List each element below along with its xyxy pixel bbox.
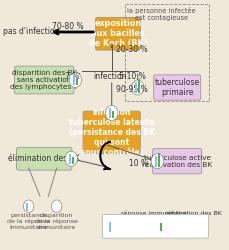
Text: tuberculose active
réactivation des BK: tuberculose active réactivation des BK — [142, 155, 212, 168]
Circle shape — [69, 72, 82, 88]
Text: réponse immunitaire: réponse immunitaire — [121, 210, 187, 216]
Text: pas d'infection: pas d'infection — [3, 28, 60, 36]
Bar — [76, 78, 78, 85]
Circle shape — [131, 80, 144, 95]
Text: infection
tuberculose latente
(persistance des BK
qui sont
sous contrôle): infection tuberculose latente (persistan… — [69, 108, 155, 157]
Bar — [109, 108, 111, 118]
Text: disparition des BK
sans activation
des lymphocytes T: disparition des BK sans activation des l… — [10, 70, 78, 90]
Bar — [73, 75, 75, 85]
FancyBboxPatch shape — [154, 75, 201, 100]
Bar — [155, 156, 157, 166]
Bar — [69, 154, 71, 164]
Circle shape — [106, 106, 118, 120]
FancyBboxPatch shape — [16, 147, 72, 170]
Circle shape — [52, 200, 62, 212]
Bar — [158, 153, 160, 166]
Text: 5-10 %: 5-10 % — [119, 72, 146, 81]
FancyBboxPatch shape — [102, 214, 208, 238]
Bar — [135, 82, 137, 93]
FancyBboxPatch shape — [83, 111, 140, 154]
Circle shape — [23, 200, 34, 212]
Text: 7 %: 7 % — [65, 72, 79, 81]
Bar — [109, 222, 111, 232]
Circle shape — [151, 154, 164, 169]
FancyBboxPatch shape — [14, 66, 74, 94]
Bar — [112, 111, 114, 118]
Text: infection: infection — [93, 72, 127, 81]
Text: exposition
aux bacilles
de Koch (BK): exposition aux bacilles de Koch (BK) — [89, 19, 147, 48]
Text: 20-30 %: 20-30 % — [116, 46, 147, 54]
Bar — [160, 223, 162, 231]
FancyBboxPatch shape — [153, 148, 202, 174]
Bar — [72, 156, 74, 164]
Text: réplication des BK: réplication des BK — [165, 210, 222, 216]
Text: 90-95 %: 90-95 % — [116, 86, 148, 94]
Text: persistance
de la réponse
immunitaire: persistance de la réponse immunitaire — [7, 213, 50, 230]
Text: la personne infectée
est contagieuse: la personne infectée est contagieuse — [127, 7, 196, 21]
Circle shape — [65, 151, 77, 166]
Text: 70-80 %: 70-80 % — [52, 22, 84, 31]
Bar — [26, 202, 28, 210]
FancyBboxPatch shape — [95, 18, 140, 50]
Text: tuberculose
primaire: tuberculose primaire — [155, 78, 200, 97]
Text: disparition
de la réponse
immunitaire: disparition de la réponse immunitaire — [35, 213, 78, 230]
Text: 10 %: 10 % — [129, 158, 149, 168]
Text: élimination des BK: élimination des BK — [8, 154, 80, 163]
Bar — [138, 79, 140, 93]
